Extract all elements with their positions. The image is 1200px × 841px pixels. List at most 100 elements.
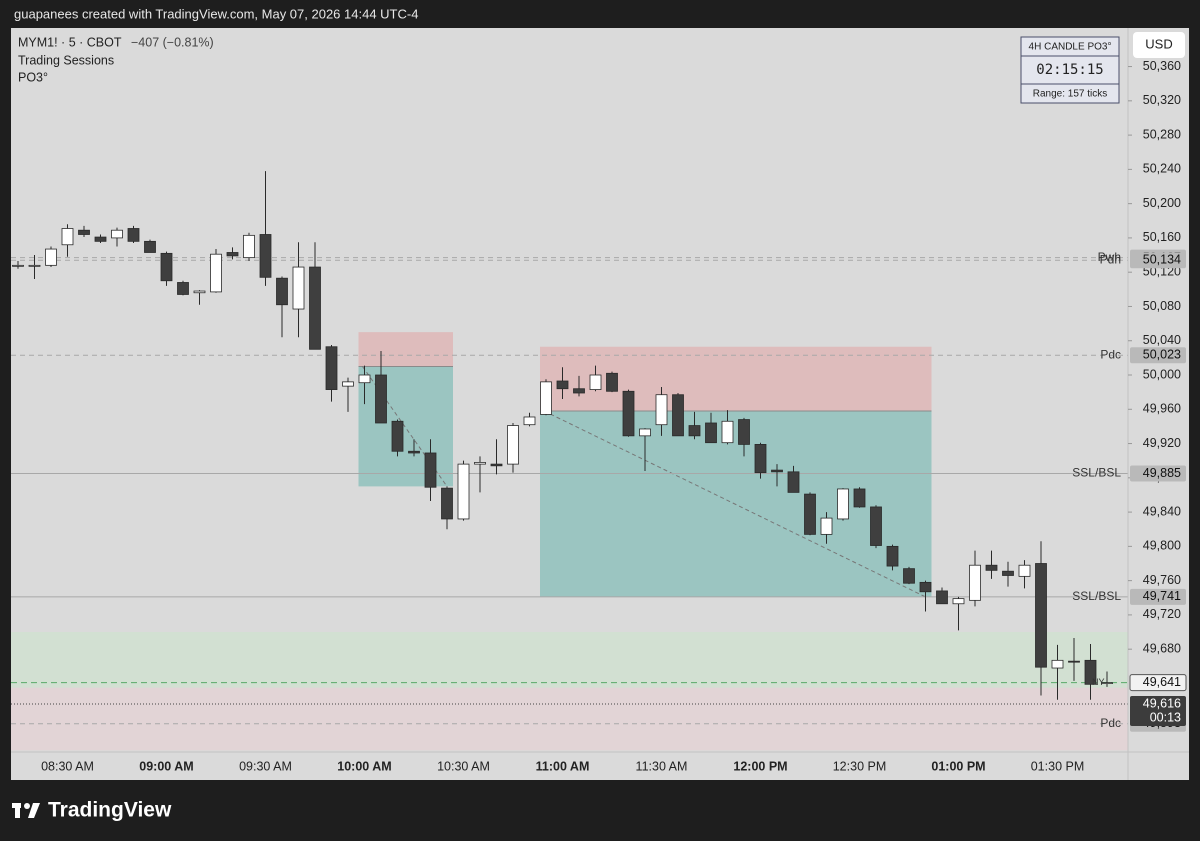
candle-body [721, 420, 734, 444]
candle-body [12, 264, 24, 267]
candle-body [144, 240, 156, 253]
level-badge [1130, 465, 1186, 482]
candle-body [705, 422, 717, 444]
candle-body [1101, 682, 1113, 684]
candle-body [342, 381, 354, 387]
x-tick-label: 01:30 PM [1031, 759, 1085, 773]
y-tick-label: 50,080 [1143, 299, 1181, 313]
y-tick-label: 49,920 [1143, 436, 1181, 450]
currency[interactable]: USD [1145, 36, 1172, 51]
x-tick-label: 12:00 PM [733, 759, 787, 773]
change: −407 (−0.81%) [131, 35, 214, 49]
level-name: Pdc [1100, 716, 1121, 730]
last-price: 49,641 [1143, 675, 1181, 689]
candle-body [210, 253, 222, 293]
candle-body [358, 374, 371, 384]
candle-body [754, 444, 767, 474]
x-tick-label: 10:30 AM [437, 759, 490, 773]
x-tick-label: 12:30 PM [833, 759, 887, 773]
candle-body [292, 266, 305, 310]
candle-body [738, 419, 750, 445]
y-tick-label: 50,360 [1143, 59, 1181, 73]
candle-body [507, 425, 519, 465]
candle-body [919, 581, 932, 593]
candle-body [1002, 570, 1014, 576]
candle-body [424, 452, 437, 488]
candle-body [589, 374, 602, 390]
y-tick-label: 50,320 [1143, 93, 1181, 107]
y-tick-label: 49,840 [1143, 504, 1181, 518]
candle-body [28, 264, 41, 267]
candle-body [94, 236, 107, 242]
candle-body [985, 564, 998, 571]
candle-body [837, 488, 849, 520]
candle-body [573, 388, 585, 394]
trade-path [543, 410, 926, 598]
candle-body [903, 568, 915, 584]
logo-mark [24, 803, 30, 809]
candle-body [1068, 660, 1080, 663]
candle-body [622, 390, 635, 437]
candle-body [870, 506, 882, 546]
level-value: 49,885 [1143, 466, 1181, 480]
level-value: 50,023 [1143, 348, 1181, 362]
x-tick-label: 09:30 AM [239, 759, 292, 773]
x-tick-label: 09:00 AM [139, 759, 193, 773]
candle-body [771, 469, 783, 473]
level-badge [1130, 347, 1186, 364]
candle-body [325, 346, 338, 390]
candle-body [474, 461, 486, 465]
y-tick-label: 50,160 [1143, 230, 1181, 244]
candle-body [969, 564, 981, 601]
y-tick-label: 49,680 [1143, 641, 1181, 655]
y-tick-label: 49,760 [1143, 573, 1181, 587]
candle-body [457, 463, 470, 520]
widget-title: 4H CANDLE PO3° [1029, 42, 1112, 53]
candle-body [820, 517, 833, 535]
session-label: NY [1092, 677, 1105, 687]
candle-body [1084, 659, 1097, 685]
candle-body [606, 372, 618, 392]
level-name: SSL/BSL [1072, 466, 1121, 480]
currency-button[interactable] [1133, 32, 1185, 58]
level-value: 50,134 [1143, 252, 1181, 266]
logo [12, 803, 40, 818]
candle-body [226, 252, 239, 257]
candle-body [276, 277, 288, 306]
countdown: 00:13 [1150, 710, 1181, 724]
y-tick-label: 50,040 [1143, 333, 1181, 347]
candle-body [688, 425, 701, 437]
candle-body [672, 394, 684, 437]
candle-body [193, 290, 206, 294]
candle-body [391, 420, 404, 452]
candle-body [1018, 564, 1031, 577]
session-band [11, 632, 1128, 688]
logo-mark [15, 803, 20, 818]
candle-body [952, 598, 965, 605]
candle-body [556, 380, 569, 390]
candle-body [936, 590, 948, 605]
candle-body [1051, 659, 1064, 669]
candle-body [61, 228, 74, 246]
y-tick-label: 49,720 [1143, 607, 1181, 621]
level-value: 49,741 [1143, 589, 1181, 603]
last-price-badge [1129, 674, 1187, 692]
widget-timer: 02:15:15 [1036, 62, 1103, 78]
brand: TradingView [48, 799, 172, 822]
indicator: PO3° [18, 70, 48, 84]
candle-body [853, 488, 866, 508]
credit: guapanees created with TradingView.com, … [14, 6, 418, 21]
x-tick-label: 01:00 PM [931, 759, 985, 773]
mark-price: 49,616 [1143, 696, 1181, 710]
candle-body [886, 545, 899, 567]
logo-mark [28, 803, 40, 818]
candle-body [259, 234, 272, 278]
candle-body [309, 266, 321, 350]
candle-body [78, 229, 90, 235]
widget-range: Range: 157 ticks [1033, 89, 1108, 100]
x-tick-label: 11:30 AM [636, 759, 688, 773]
stop-zone [358, 332, 453, 367]
